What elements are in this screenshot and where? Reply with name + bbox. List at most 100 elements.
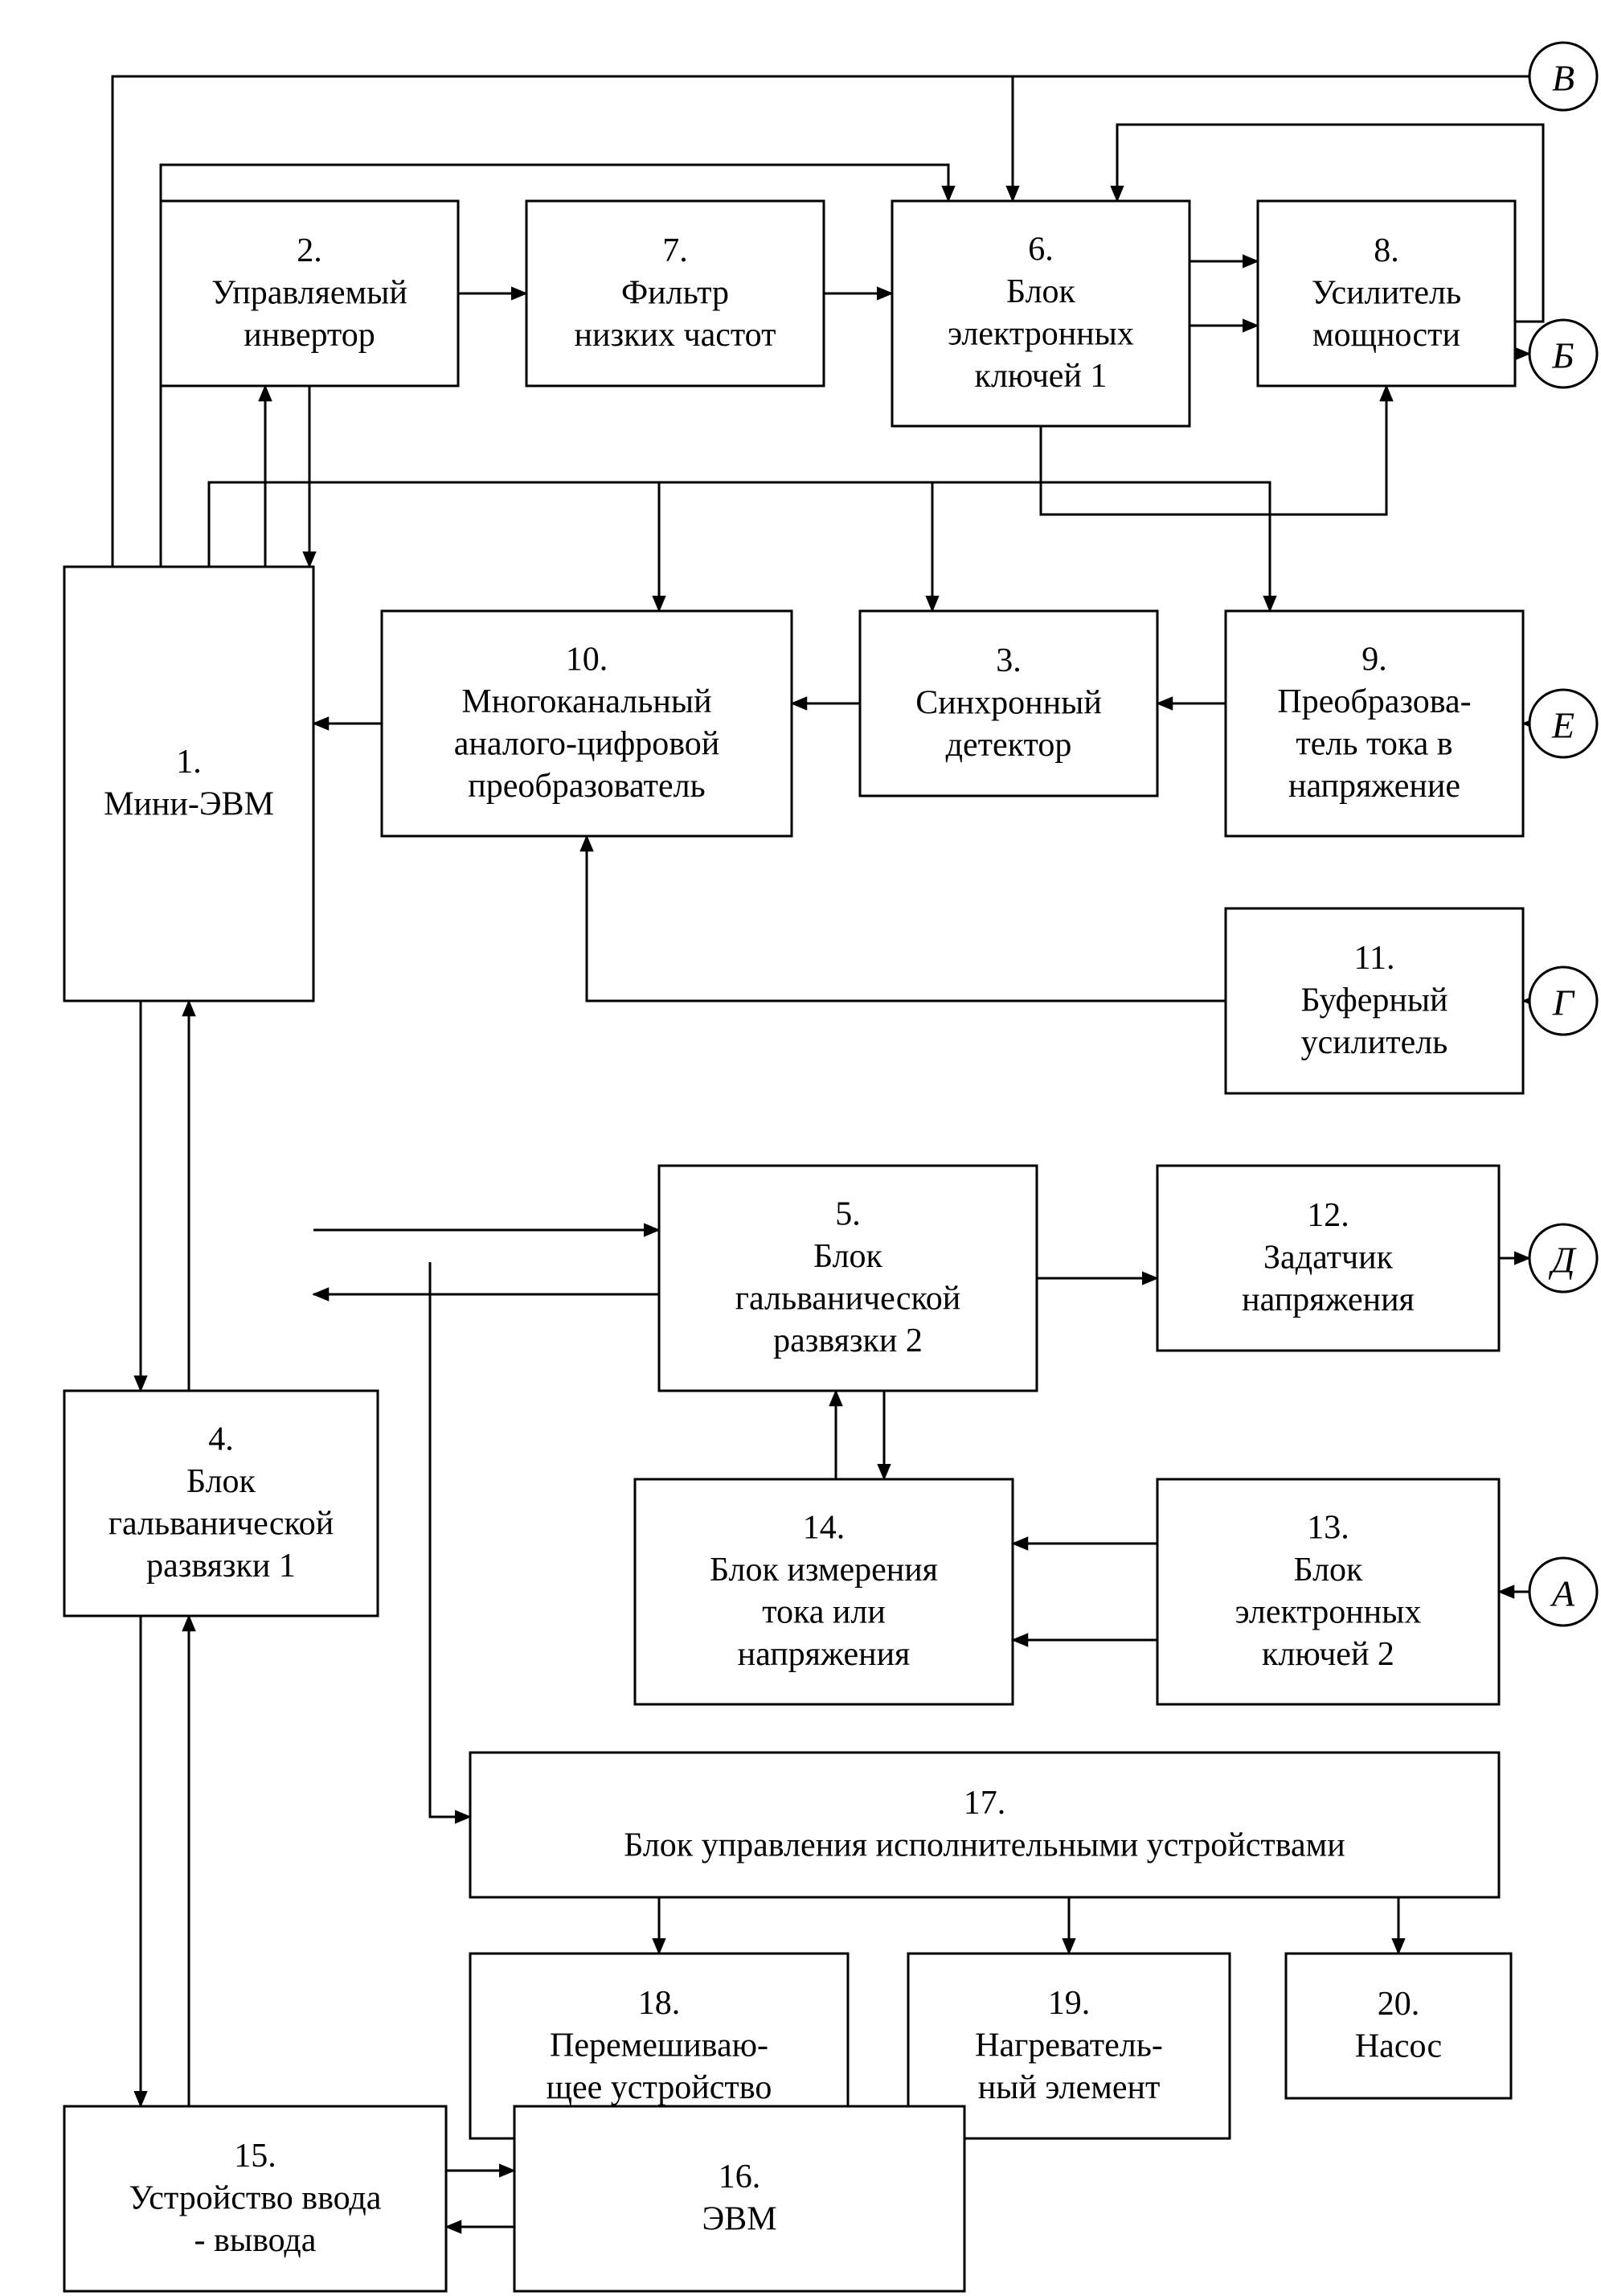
block-label: Блок измерения bbox=[710, 1552, 938, 1589]
terminal-label: Е bbox=[1551, 705, 1574, 746]
block-label: Блок bbox=[1006, 273, 1076, 310]
block-label: детектор bbox=[946, 727, 1072, 764]
block-label: Устройство ввода bbox=[129, 2179, 382, 2216]
block-n13: 13. Блок электронных ключей 2 bbox=[1157, 1479, 1499, 1704]
block-n10: 10. Многоканальный аналого-цифровой преобра… bbox=[382, 611, 792, 836]
block-label: Нагреватель- bbox=[975, 2027, 1163, 2064]
terminal-cE: Е bbox=[1529, 690, 1597, 757]
block-label: электронных bbox=[1235, 1594, 1422, 1631]
terminal-cD: Д bbox=[1529, 1224, 1597, 1292]
block-n20: 20. Насос bbox=[1286, 1954, 1511, 2098]
block-label: Блок bbox=[186, 1463, 256, 1500]
block-label: инвертор bbox=[244, 317, 375, 354]
block-label: низких частот bbox=[575, 317, 776, 354]
block-label: Преобразова- bbox=[1277, 683, 1471, 720]
block-label: 13. bbox=[1307, 1510, 1349, 1547]
block-n17: 17. Блок управления исполнительными устро… bbox=[470, 1753, 1499, 1897]
terminal-cA: А bbox=[1529, 1558, 1597, 1626]
edge bbox=[430, 1262, 470, 1817]
block-n3: 3. Синхронный детектор bbox=[860, 611, 1157, 796]
block-label: тель тока в bbox=[1296, 726, 1452, 763]
block-n5: 5. Блок гальванической развязки 2 bbox=[659, 1166, 1037, 1391]
block-label: преобразователь bbox=[468, 768, 705, 805]
block-label: Блок bbox=[813, 1238, 883, 1275]
block-label: 6. bbox=[1028, 232, 1054, 269]
block-label: 4. bbox=[208, 1421, 234, 1458]
block-label: Многоканальный bbox=[461, 683, 711, 720]
block-label: ный элемент bbox=[978, 2069, 1161, 2106]
block-label: усилитель bbox=[1301, 1024, 1448, 1061]
block-label: 15. bbox=[234, 2138, 276, 2175]
block-label: - вывода bbox=[194, 2222, 317, 2259]
block-n11: 11. Буферный усилитель bbox=[1226, 908, 1523, 1093]
block-n9: 9. Преобразова-тель тока в напряжение bbox=[1226, 611, 1523, 836]
block-label: Задатчик bbox=[1263, 1239, 1394, 1276]
block-label: ЭВМ bbox=[702, 2201, 776, 2238]
block-n4: 4. Блок гальванической развязки 1 bbox=[64, 1391, 378, 1616]
block-label: Усилитель bbox=[1312, 274, 1461, 311]
block-n1: 1. Мини-ЭВМ bbox=[64, 567, 313, 1001]
block-label: 17. bbox=[964, 1785, 1006, 1822]
block-label: развязки 2 bbox=[773, 1322, 923, 1359]
edge bbox=[587, 836, 1226, 1001]
block-label: электронных bbox=[948, 316, 1134, 353]
block-label: 2. bbox=[297, 232, 322, 269]
edge bbox=[209, 482, 1270, 611]
block-rect bbox=[514, 2106, 964, 2291]
block-label: Блок управления исполнительными устройст… bbox=[624, 1827, 1345, 1864]
block-rect bbox=[64, 567, 313, 1001]
block-label: гальванической bbox=[109, 1506, 334, 1543]
block-label: тока или bbox=[762, 1594, 886, 1631]
block-label: 16. bbox=[719, 2159, 761, 2196]
terminal-label: В bbox=[1552, 58, 1574, 99]
block-label: Буферный bbox=[1300, 982, 1447, 1019]
block-n16: 16. ЭВМ bbox=[514, 2106, 964, 2291]
terminal-label: А bbox=[1550, 1573, 1575, 1614]
terminal-cG: Г bbox=[1529, 967, 1597, 1035]
block-label: 14. bbox=[803, 1510, 846, 1547]
block-rect bbox=[1286, 1954, 1511, 2098]
block-label: 8. bbox=[1374, 232, 1399, 269]
block-label: развязки 1 bbox=[146, 1548, 296, 1585]
block-label: Перемешиваю- bbox=[550, 2027, 768, 2064]
block-n2: 2. Управляемый инвертор bbox=[161, 201, 458, 386]
block-label: ключей 1 bbox=[975, 358, 1108, 395]
terminal-label: Г bbox=[1552, 982, 1575, 1023]
block-label: напряжение bbox=[1288, 768, 1460, 805]
block-rect bbox=[470, 1753, 1499, 1897]
block-label: мощности bbox=[1312, 317, 1460, 354]
block-label: 12. bbox=[1307, 1197, 1349, 1234]
block-label: 19. bbox=[1048, 1985, 1091, 2022]
block-label: Насос bbox=[1355, 2028, 1442, 2065]
block-n6: 6. Блок электронных ключей 1 bbox=[892, 201, 1189, 426]
block-label: 20. bbox=[1378, 1986, 1420, 2023]
block-label: Синхронный bbox=[915, 684, 1102, 721]
block-n15: 15. Устройство ввода - вывода bbox=[64, 2106, 446, 2291]
block-label: 1. bbox=[176, 744, 202, 781]
terminal-label: Д bbox=[1548, 1240, 1577, 1281]
block-label: Управляемый bbox=[211, 274, 407, 311]
block-label: Мини-ЭВМ bbox=[104, 786, 274, 823]
block-n14: 14. Блок измерения тока или напряжения bbox=[635, 1479, 1013, 1704]
terminal-cB: В bbox=[1529, 43, 1597, 110]
block-label: гальванической bbox=[735, 1281, 960, 1318]
block-n8: 8. Усилитель мощности bbox=[1258, 201, 1515, 386]
terminal-cBsoft: Б bbox=[1529, 320, 1597, 387]
block-label: 9. bbox=[1361, 642, 1387, 679]
block-label: 10. bbox=[566, 642, 608, 679]
terminal-label: Б bbox=[1551, 335, 1574, 376]
block-label: 18. bbox=[638, 1985, 681, 2022]
block-label: Блок bbox=[1294, 1552, 1364, 1589]
block-label: аналого-цифровой bbox=[454, 726, 719, 763]
block-label: 7. bbox=[662, 232, 688, 269]
block-n12: 12. Задатчик напряжения bbox=[1157, 1166, 1499, 1351]
block-label: Фильтр bbox=[621, 274, 729, 311]
block-label: напряжения bbox=[1242, 1281, 1415, 1318]
block-n7: 7. Фильтр низких частот bbox=[526, 201, 824, 386]
block-label: ключей 2 bbox=[1262, 1636, 1394, 1673]
block-label: 3. bbox=[996, 642, 1022, 679]
block-label: напряжения bbox=[738, 1636, 911, 1673]
block-label: щее устройство bbox=[547, 2069, 772, 2106]
block-label: 5. bbox=[835, 1196, 861, 1233]
block-label: 11. bbox=[1354, 940, 1395, 977]
